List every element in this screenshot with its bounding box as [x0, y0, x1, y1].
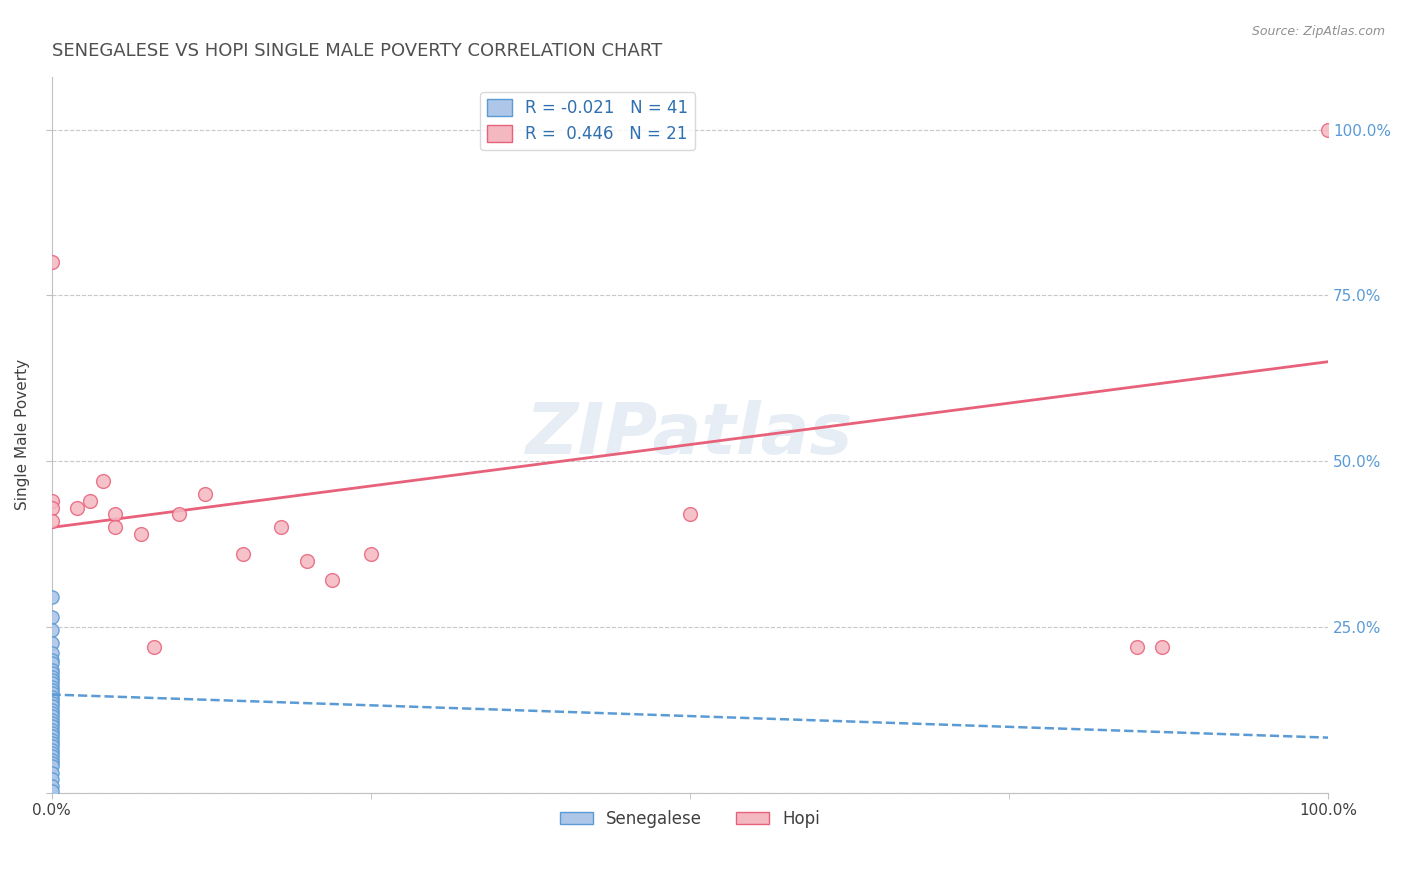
Point: [41, 680, 63, 694]
Point: [104, 507, 127, 521]
Point: [41, 666, 63, 681]
Point: [41, 756, 63, 770]
Point: [41, 673, 63, 687]
Point: [41, 736, 63, 750]
Point: [41, 255, 63, 269]
Point: [41, 690, 63, 704]
Point: [41, 663, 63, 677]
Point: [167, 507, 190, 521]
Point: [41, 636, 63, 650]
Point: [41, 696, 63, 710]
Point: [91, 474, 114, 488]
Point: [41, 657, 63, 671]
Point: [41, 784, 63, 798]
Point: [41, 706, 63, 720]
Point: [41, 746, 63, 760]
Point: [41, 670, 63, 684]
Point: [194, 487, 217, 501]
Point: [41, 624, 63, 638]
Point: [41, 676, 63, 690]
Point: [41, 772, 63, 787]
Y-axis label: Single Male Poverty: Single Male Poverty: [15, 359, 30, 510]
Point: [679, 507, 702, 521]
Point: [79, 494, 101, 508]
Point: [41, 759, 63, 773]
Point: [41, 729, 63, 743]
Point: [41, 713, 63, 727]
Point: [1125, 640, 1147, 654]
Point: [41, 723, 63, 737]
Point: [41, 739, 63, 754]
Legend: Senegalese, Hopi: Senegalese, Hopi: [553, 803, 827, 834]
Text: SENEGALESE VS HOPI SINGLE MALE POVERTY CORRELATION CHART: SENEGALESE VS HOPI SINGLE MALE POVERTY C…: [52, 42, 662, 60]
Text: Source: ZipAtlas.com: Source: ZipAtlas.com: [1251, 25, 1385, 38]
Point: [41, 719, 63, 733]
Text: ZIPatlas: ZIPatlas: [526, 401, 853, 469]
Point: [41, 742, 63, 756]
Point: [41, 779, 63, 793]
Point: [321, 574, 343, 588]
Point: [41, 494, 63, 508]
Point: [41, 500, 63, 515]
Point: [232, 547, 254, 561]
Point: [41, 693, 63, 707]
Point: [295, 553, 318, 567]
Point: [41, 749, 63, 764]
Point: [41, 752, 63, 766]
Point: [104, 520, 127, 534]
Point: [41, 647, 63, 661]
Point: [41, 732, 63, 747]
Point: [41, 682, 63, 697]
Point: [41, 653, 63, 667]
Point: [41, 726, 63, 740]
Point: [1152, 640, 1174, 654]
Point: [41, 703, 63, 717]
Point: [41, 709, 63, 723]
Point: [129, 527, 152, 541]
Point: [41, 716, 63, 731]
Point: [41, 514, 63, 528]
Point: [270, 520, 292, 534]
Point: [41, 699, 63, 714]
Point: [1317, 122, 1340, 136]
Point: [41, 610, 63, 624]
Point: [41, 590, 63, 604]
Point: [360, 547, 382, 561]
Point: [142, 640, 165, 654]
Point: [41, 765, 63, 780]
Point: [41, 686, 63, 700]
Point: [66, 500, 89, 515]
